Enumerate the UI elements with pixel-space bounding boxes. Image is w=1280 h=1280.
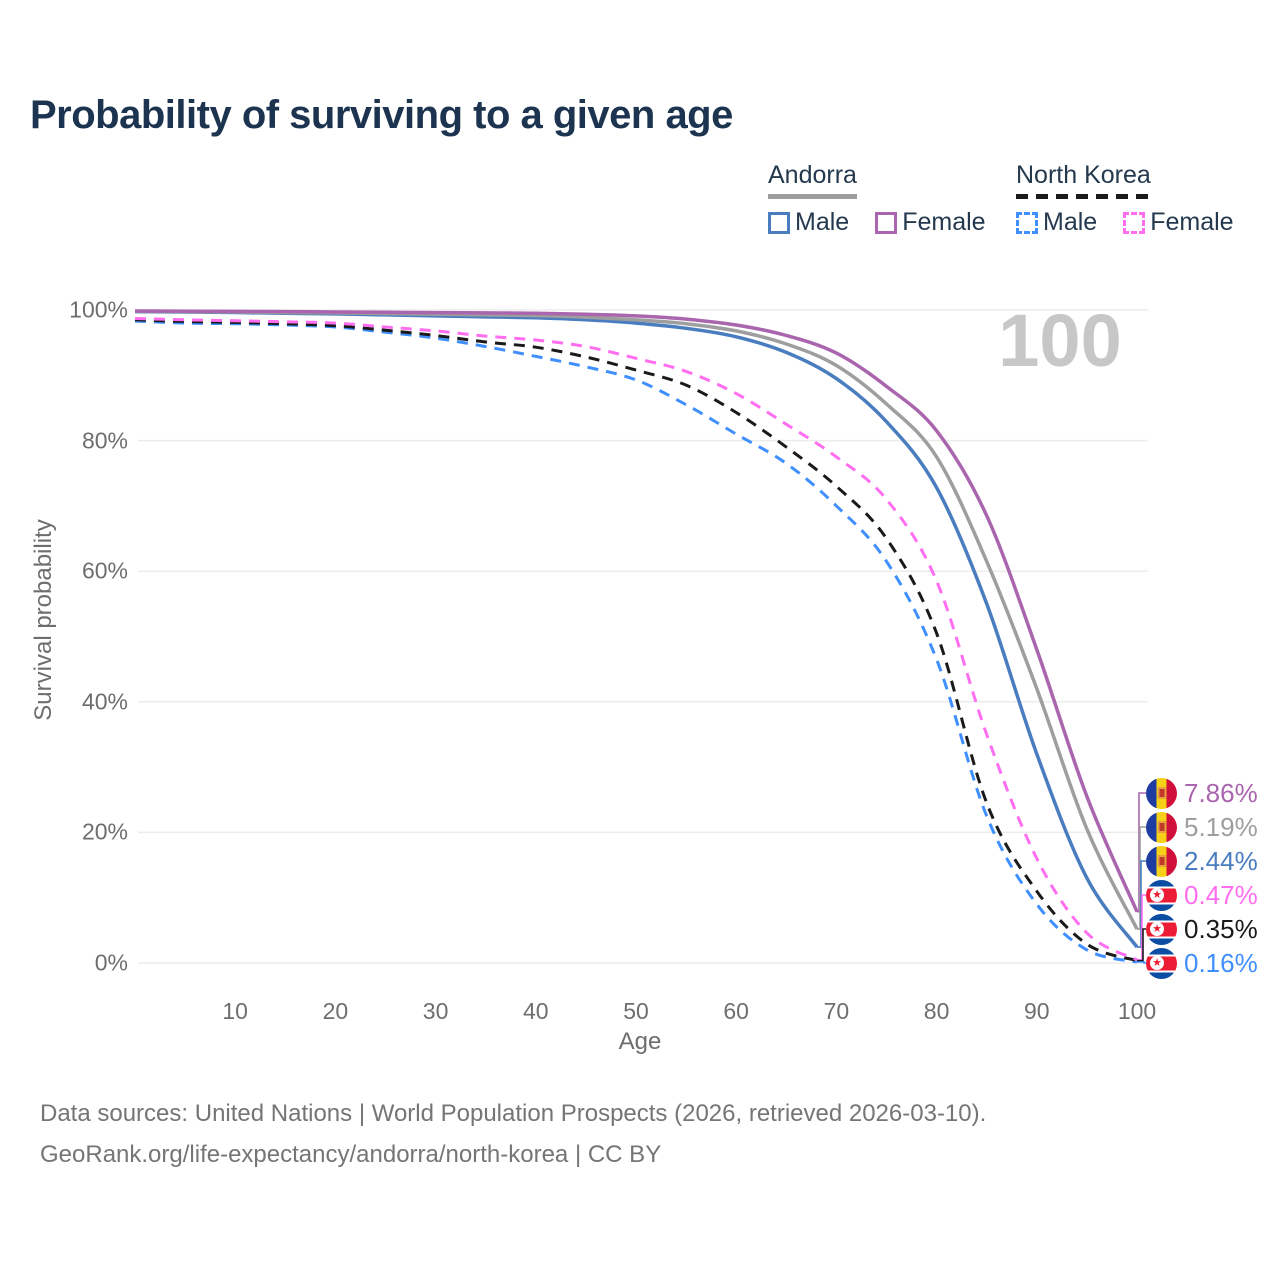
legend-item-label: Female [902, 208, 986, 236]
footer-attribution: GeoRank.org/life-expectancy/andorra/nort… [40, 1141, 662, 1168]
andorra-flag-icon [1146, 777, 1177, 809]
x-axis-title: Age [618, 1028, 662, 1055]
series-line-north-korea-both [134, 318, 1138, 963]
x-tick-label-20: 20 [322, 998, 349, 1024]
y-tick-label-0: 0% [94, 949, 128, 976]
x-tick-label-80: 80 [923, 998, 950, 1024]
north-korea-flag-icon [1146, 913, 1177, 945]
x-tick-label-60: 60 [723, 998, 749, 1024]
andorra-flag-icon [1146, 811, 1177, 843]
y-tick-label-100: 100% [69, 296, 128, 323]
legend-item-label: Male [795, 208, 850, 236]
north-korea-flag-icon [1146, 879, 1177, 911]
legend-group-north-korea: North Korea Male Female [1016, 161, 1234, 237]
end-connector-andorra-male [1137, 860, 1146, 948]
y-tick-label-60: 60% [81, 557, 128, 584]
end-connector-andorra-both [1137, 826, 1146, 930]
series-line-north-korea-male [134, 319, 1138, 964]
x-tick-label-50: 50 [623, 998, 649, 1024]
legend-group-andorra: Andorra Male Female [768, 161, 986, 237]
end-label-value-andorra-male: 2.44% [1184, 845, 1258, 876]
end-label-value-north-korea-both: 0.35% [1184, 913, 1258, 944]
end-connector-north-korea-male [1137, 961, 1146, 964]
legend-head-north-korea: North Korea [1016, 161, 1151, 199]
end-connector-andorra-female [1137, 792, 1146, 913]
end-label-row-andorra-male: 2.44% [1146, 844, 1258, 878]
end-label-value-north-korea-female: 0.47% [1184, 879, 1258, 910]
end-label-row-andorra-both: 5.19% [1146, 810, 1258, 844]
legend-underline-north-korea [1016, 194, 1151, 199]
end-connector-north-korea-both [1137, 928, 1146, 962]
x-tick-label-10: 10 [222, 998, 248, 1024]
legend-items-andorra: Male Female [768, 208, 986, 237]
legend-head-andorra: Andorra [768, 161, 857, 199]
x-tick-label-40: 40 [523, 998, 549, 1024]
legend-item-north-korea-female[interactable]: Female [1123, 208, 1234, 237]
x-tick-label-70: 70 [823, 998, 850, 1024]
series-line-andorra-both [134, 309, 1139, 930]
page-title: Probability of surviving to a given age [30, 93, 733, 137]
end-connector-north-korea-female [1137, 894, 1146, 961]
footer: Data sources: United Nations | World Pop… [40, 1100, 986, 1182]
y-axis-title: Survival probability [30, 519, 57, 721]
legend-item-andorra-male[interactable]: Male [768, 208, 849, 237]
y-tick-label-80: 80% [81, 427, 128, 454]
legend-underline-andorra [768, 194, 857, 199]
footer-data-sources: Data sources: United Nations | World Pop… [40, 1100, 987, 1127]
series-line-andorra-male [134, 309, 1139, 949]
legend-country-label-north-korea: North Korea [1016, 161, 1151, 189]
x-tick-label-90: 90 [1024, 998, 1050, 1024]
legend-swatch-andorra-male [768, 211, 790, 234]
end-label-value-andorra-female: 7.86% [1184, 777, 1258, 808]
legend-swatch-north-korea-male [1016, 211, 1038, 234]
legend-item-north-korea-male[interactable]: Male [1016, 208, 1097, 237]
end-label-row-north-korea-female: 0.47% [1146, 878, 1258, 912]
north-korea-flag-icon [1146, 947, 1177, 979]
legend-swatch-andorra-female [875, 211, 898, 234]
legend-country-label-andorra: Andorra [768, 161, 857, 189]
legend-item-label: Male [1043, 208, 1098, 236]
series-line-andorra-female [134, 309, 1139, 913]
x-tick-label-30: 30 [422, 998, 449, 1024]
legend-swatch-north-korea-female [1123, 211, 1146, 234]
legend-item-label: Female [1150, 208, 1234, 236]
end-label-row-north-korea-male: 0.16% [1146, 946, 1258, 980]
end-label-row-andorra-female: 7.86% [1146, 776, 1258, 810]
end-label-value-andorra-both: 5.19% [1184, 811, 1258, 842]
age-watermark: 100 [998, 299, 1121, 382]
x-tick-label-100: 100 [1117, 998, 1157, 1024]
legend-item-andorra-female[interactable]: Female [875, 208, 986, 237]
legend-items-north-korea: Male Female [1016, 208, 1234, 237]
y-tick-label-20: 20% [81, 818, 128, 845]
andorra-flag-icon [1146, 845, 1177, 877]
series-line-north-korea-female [134, 317, 1138, 962]
y-tick-label-40: 40% [81, 688, 128, 715]
end-label-row-north-korea-both: 0.35% [1146, 912, 1258, 946]
end-label-value-north-korea-male: 0.16% [1184, 947, 1258, 978]
